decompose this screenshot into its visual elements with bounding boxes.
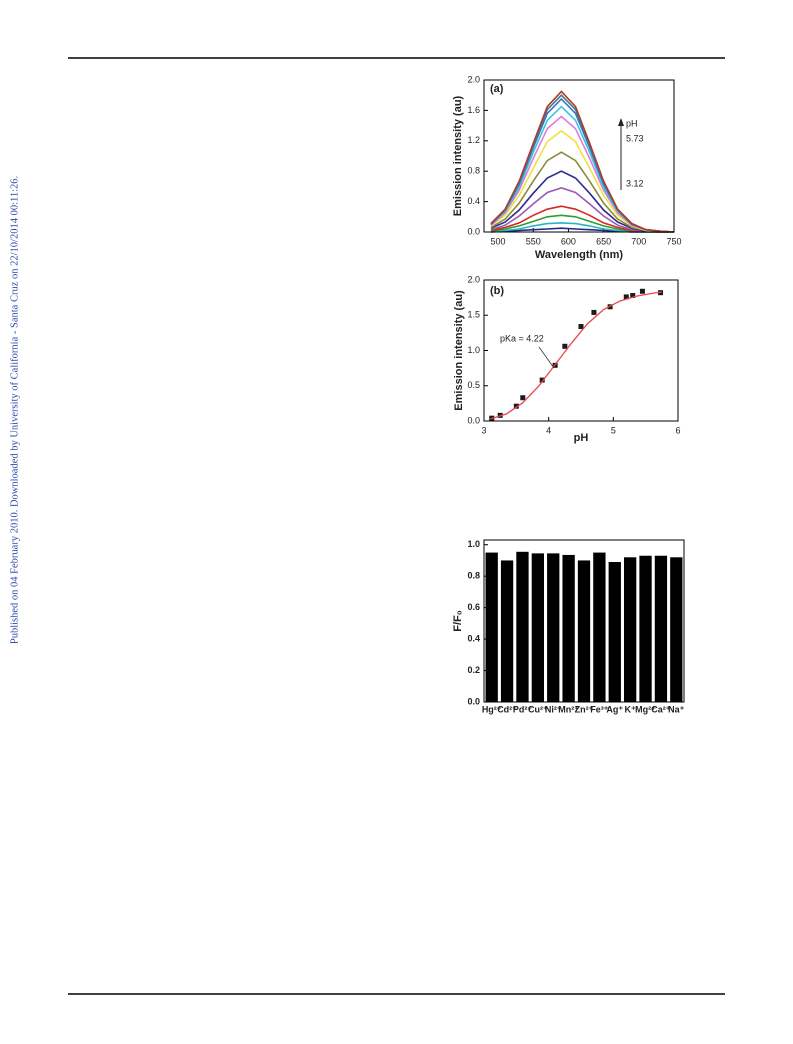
bar xyxy=(593,552,606,702)
y-tick-label: 0.4 xyxy=(467,633,480,643)
y-tick-label: 2.0 xyxy=(467,74,480,84)
y-tick-label: 0.8 xyxy=(467,166,480,176)
x-tick-label: 5 xyxy=(611,425,616,435)
data-point xyxy=(630,293,636,299)
x-tick-label: 4 xyxy=(546,425,551,435)
annotation: 3.12 xyxy=(626,178,644,188)
data-point xyxy=(513,403,519,409)
x-tick-label: Mg²⁺ xyxy=(635,704,656,714)
x-axis-title: Wavelength (nm) xyxy=(535,249,624,261)
x-axis-title: pH xyxy=(574,432,589,444)
data-point xyxy=(639,288,645,294)
annotation: pKa = 4.22 xyxy=(500,333,544,343)
y-tick-label: 0.6 xyxy=(467,602,480,612)
spectrum-line xyxy=(490,90,675,233)
bar xyxy=(654,555,668,702)
x-tick-label: 600 xyxy=(561,236,576,246)
y-tick-label: 0.0 xyxy=(467,226,480,236)
x-tick-label: Mn²⁺ xyxy=(558,704,579,714)
x-tick-label: 6 xyxy=(675,425,680,435)
x-tick-label: 550 xyxy=(526,236,541,246)
y-tick-label: 1.6 xyxy=(467,105,480,115)
x-tick-label: 700 xyxy=(631,236,646,246)
x-tick-label: Cd²⁺ xyxy=(497,704,517,714)
y-tick-label: 1.0 xyxy=(467,345,480,355)
x-tick-label: Ni²⁺ xyxy=(545,704,562,714)
bar xyxy=(608,562,621,702)
x-tick-label: K⁺ xyxy=(625,704,636,714)
fit-curve xyxy=(490,291,662,420)
panel-label: (b) xyxy=(490,285,504,297)
y-tick-label: 1.0 xyxy=(467,539,480,549)
y-tick-label: 1.5 xyxy=(467,310,480,320)
annotation: pH xyxy=(626,118,638,128)
x-tick-label: Fe³⁺ xyxy=(590,704,609,714)
plot-frame xyxy=(483,539,685,703)
y-tick-label: 0.0 xyxy=(467,696,480,706)
data-point xyxy=(562,343,568,349)
y-tick-label: 1.2 xyxy=(467,135,480,145)
data-point xyxy=(591,309,597,315)
bar xyxy=(562,554,575,702)
download-notice: Published on 04 February 2010. Downloade… xyxy=(9,176,20,644)
x-tick-label: Na⁺ xyxy=(668,704,685,714)
x-tick-label: Ca²⁺ xyxy=(651,704,671,714)
y-tick-label: 2.0 xyxy=(467,274,480,284)
plot-frame xyxy=(483,279,679,422)
x-tick-label: Ag⁺ xyxy=(606,704,623,714)
bar xyxy=(639,555,652,702)
x-tick-label: 500 xyxy=(491,236,506,246)
x-tick-label: Cu²⁺ xyxy=(528,704,548,714)
y-tick-label: 0.5 xyxy=(467,380,480,390)
data-point xyxy=(539,377,545,383)
bar xyxy=(577,560,591,702)
y-tick-label: 0.2 xyxy=(467,665,480,675)
bar xyxy=(516,551,529,702)
y-tick-label: 0.4 xyxy=(467,196,480,206)
plot-frame xyxy=(483,79,675,233)
panel-label: (a) xyxy=(490,83,504,95)
y-axis-title: Emission intensity (au) xyxy=(452,95,464,216)
annotation-pointer xyxy=(538,346,555,369)
y-axis-title: Emission intensity (au) xyxy=(453,290,465,411)
data-point xyxy=(520,395,526,401)
y-tick-label: 0.0 xyxy=(467,415,480,425)
y-axis-title: F/F₀ xyxy=(452,610,464,631)
annotation: 5.73 xyxy=(626,133,644,143)
bar xyxy=(500,560,514,702)
x-tick-label: 750 xyxy=(666,236,681,246)
bar xyxy=(485,552,498,702)
ph-arrow-head xyxy=(618,118,624,126)
bar xyxy=(531,553,544,702)
bar xyxy=(547,553,560,702)
data-point xyxy=(623,294,629,300)
x-tick-label: Pd²⁺ xyxy=(513,704,532,714)
bar xyxy=(670,557,683,702)
data-point xyxy=(578,324,584,330)
x-tick-label: 3 xyxy=(481,425,486,435)
y-tick-label: 0.8 xyxy=(467,571,480,581)
x-tick-label: Zn²⁺ xyxy=(575,704,594,714)
x-tick-label: Hg²⁺ xyxy=(482,704,502,714)
bar xyxy=(624,557,637,702)
x-tick-label: 650 xyxy=(596,236,611,246)
